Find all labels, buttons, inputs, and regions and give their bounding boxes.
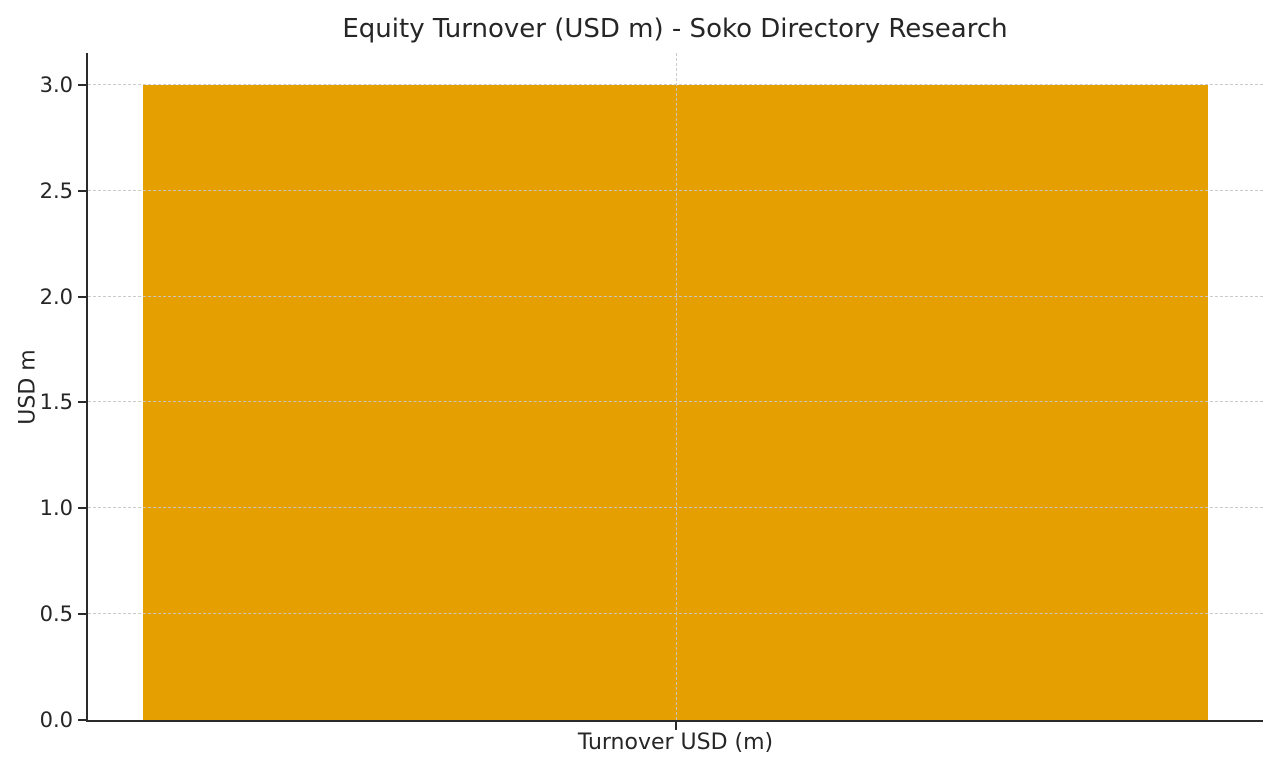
y-tick-label-4: 2.0 xyxy=(39,284,73,309)
gridline-horizontal-6 xyxy=(88,83,1263,85)
plot-area: 0.0 0.5 1.0 1.5 2.0 2.5 3.0 Turnover USD (m) xyxy=(40,53,1263,755)
y-tick-mark-3 xyxy=(78,401,86,404)
y-axis-label: USD m xyxy=(15,349,41,425)
y-tick-mark-4 xyxy=(78,295,86,298)
gridline-vertical-0 xyxy=(675,53,677,720)
y-tick-label-3: 1.5 xyxy=(39,390,73,415)
chart-title: Equity Turnover (USD m) - Soko Directory… xyxy=(342,14,1008,44)
y-tick-label-1: 0.5 xyxy=(39,602,73,627)
y-tick-mark-0 xyxy=(78,719,86,721)
y-tick-mark-1 xyxy=(78,613,86,616)
y-tick-mark-5 xyxy=(78,189,86,192)
gridline-horizontal-3 xyxy=(88,401,1263,403)
gridline-horizontal-4 xyxy=(88,295,1263,297)
gridline-horizontal-2 xyxy=(88,507,1263,509)
y-tick-label-0: 0.0 xyxy=(39,708,73,732)
y-tick-mark-6 xyxy=(78,83,86,86)
x-tick-mark-0 xyxy=(674,722,677,730)
gridline-horizontal-1 xyxy=(88,613,1263,615)
gridline-horizontal-5 xyxy=(88,189,1263,191)
y-tick-mark-2 xyxy=(78,507,86,510)
y-tick-label-2: 1.0 xyxy=(39,496,73,521)
y-axis-spine xyxy=(86,53,88,722)
y-tick-label-6: 3.0 xyxy=(39,72,73,97)
y-tick-label-5: 2.5 xyxy=(39,178,73,203)
x-axis-spine xyxy=(86,720,1263,722)
x-tick-label-0: Turnover USD (m) xyxy=(577,730,774,755)
